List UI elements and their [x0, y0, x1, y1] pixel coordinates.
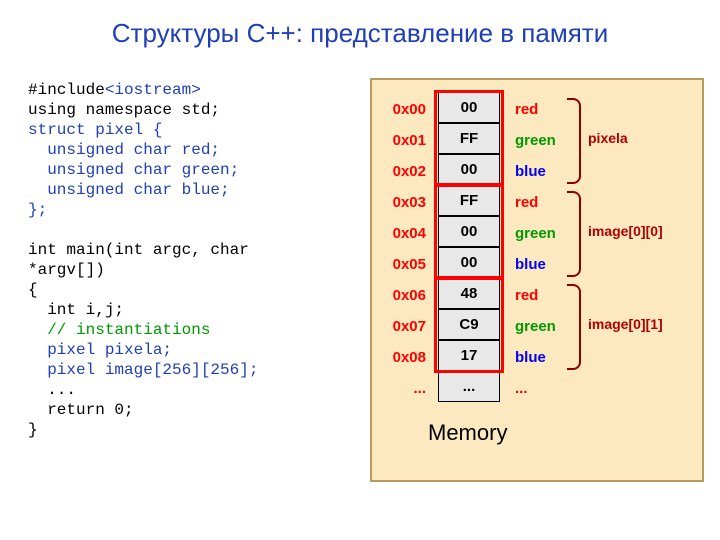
addr: 0x05	[384, 249, 426, 280]
code-line: {	[28, 281, 38, 299]
mem-cell: 00	[438, 92, 500, 123]
memory-column: 00 FF 00 FF 00 00 48 C9 17 ...	[438, 92, 500, 402]
code-line: return 0;	[28, 401, 134, 419]
code-line: using namespace std;	[28, 101, 220, 119]
addr: 0x06	[384, 280, 426, 311]
label-img00: image[0][0]	[588, 223, 663, 239]
mem-cell: 00	[438, 247, 500, 278]
addr: 0x04	[384, 218, 426, 249]
addr: 0x01	[384, 125, 426, 156]
code-inst: pixel image[256][256];	[28, 361, 258, 379]
mem-cell: C9	[438, 309, 500, 340]
code-field: unsigned char red;	[28, 141, 220, 159]
code-comment: // instantiations	[28, 321, 210, 339]
label-pixela: pixela	[588, 130, 628, 146]
rgb-label: green	[515, 125, 556, 156]
addr: 0x00	[384, 94, 426, 125]
bracket-img00	[567, 191, 581, 277]
code-inst: pixel pixela;	[28, 341, 172, 359]
rgb-column: red green blue red green blue red green …	[515, 94, 556, 404]
addr: 0x08	[384, 342, 426, 373]
rgb-label: blue	[515, 156, 556, 187]
code-line: int i,j;	[28, 301, 124, 319]
code-include: <iostream>	[105, 81, 201, 99]
bracket-pixela	[567, 98, 581, 184]
bracket-img01	[567, 284, 581, 370]
code-struct-end: };	[28, 201, 47, 219]
code-line: #include	[28, 81, 105, 99]
code-field: unsigned char green;	[28, 161, 239, 179]
addr: 0x03	[384, 187, 426, 218]
mem-cell: FF	[438, 185, 500, 216]
code-line: int main(int argc, char	[28, 241, 249, 259]
addr: ...	[384, 373, 426, 404]
rgb-label: green	[515, 218, 556, 249]
mem-cell: 17	[438, 340, 500, 371]
code-block: #include<iostream> using namespace std; …	[28, 80, 258, 440]
address-column: 0x00 0x01 0x02 0x03 0x04 0x05 0x06 0x07 …	[384, 94, 426, 404]
memory-label: Memory	[428, 420, 507, 446]
mem-cell: 00	[438, 216, 500, 247]
rgb-label: blue	[515, 342, 556, 373]
rgb-label: green	[515, 311, 556, 342]
rgb-label: red	[515, 94, 556, 125]
mem-cell: FF	[438, 123, 500, 154]
rgb-label: red	[515, 187, 556, 218]
page-title: Структуры C++: представление в памяти	[0, 0, 720, 49]
label-img01: image[0][1]	[588, 316, 663, 332]
rgb-label: blue	[515, 249, 556, 280]
code-line: *argv[])	[28, 261, 105, 279]
code-field: unsigned char blue;	[28, 181, 230, 199]
code-line: }	[28, 421, 38, 439]
mem-cell: 48	[438, 278, 500, 309]
mem-cell: ...	[438, 371, 500, 402]
memory-diagram: 0x00 0x01 0x02 0x03 0x04 0x05 0x06 0x07 …	[370, 78, 704, 482]
addr: 0x07	[384, 311, 426, 342]
mem-cell: 00	[438, 154, 500, 185]
addr: 0x02	[384, 156, 426, 187]
code-struct: struct pixel {	[28, 121, 162, 139]
rgb-label: red	[515, 280, 556, 311]
rgb-label: ...	[515, 373, 556, 404]
code-line: ...	[28, 381, 76, 399]
